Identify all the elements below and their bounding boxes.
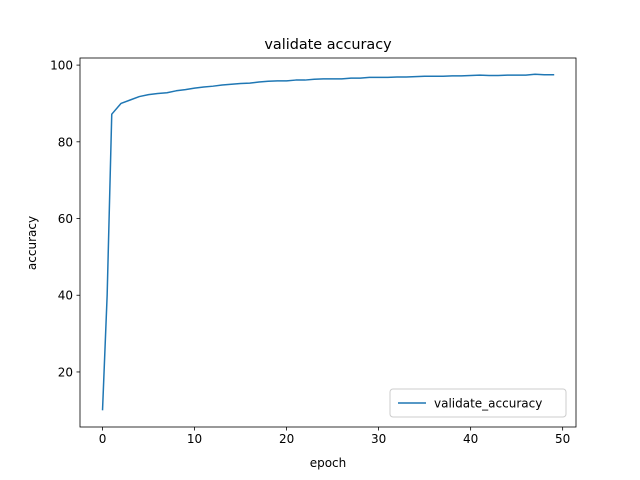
x-tick-label: 10 xyxy=(187,432,202,446)
x-axis-ticks: 0 10 20 30 40 50 xyxy=(99,427,570,446)
y-tick-label: 20 xyxy=(58,365,73,379)
legend-label: validate_accuracy xyxy=(434,397,542,411)
y-tick-label: 40 xyxy=(58,289,73,303)
axes-frame xyxy=(79,57,577,428)
plot-area xyxy=(101,73,555,411)
legend-box xyxy=(389,388,567,418)
x-tick-label: 50 xyxy=(555,432,570,446)
x-axis-label: epoch xyxy=(310,456,347,470)
axes: 0 10 20 30 40 50 20 40 60 80 100 xyxy=(50,57,577,446)
x-tick-label: 20 xyxy=(279,432,294,446)
y-tick-label: 100 xyxy=(50,59,73,73)
y-axis-ticks: 20 40 60 80 100 xyxy=(50,59,80,379)
y-tick-label: 60 xyxy=(58,212,73,226)
y-axis-label: accuracy xyxy=(25,216,39,270)
x-tick-label: 0 xyxy=(99,432,107,446)
chart-title: validate accuracy xyxy=(264,37,392,53)
x-tick-label: 30 xyxy=(371,432,386,446)
series-line-0 xyxy=(101,73,555,411)
y-tick-label: 80 xyxy=(58,135,73,149)
x-tick-label: 40 xyxy=(463,432,478,446)
legend: validate_accuracy xyxy=(389,388,567,418)
